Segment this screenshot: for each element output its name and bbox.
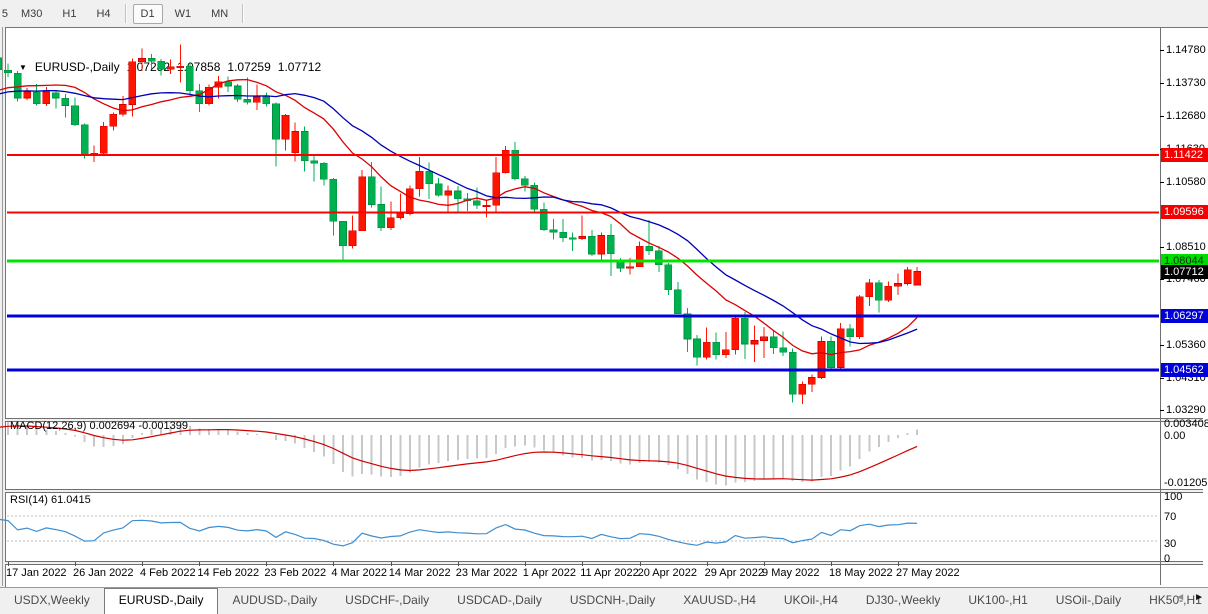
toolbar-separator: [124, 4, 127, 23]
level-price-badge: 1.11422: [1161, 148, 1208, 163]
y-tick-label: 1.12680: [1166, 109, 1206, 122]
x-date-label: 14 Feb 2022: [197, 567, 260, 579]
timeframe-button-m30[interactable]: M30: [21, 7, 43, 20]
chart-tab-ukoil-h4[interactable]: UKOil-,H4: [783, 593, 838, 607]
tab-scroll-right-icon[interactable]: ►: [1194, 592, 1204, 603]
y-tick-mark: [1160, 410, 1164, 412]
y-tick-label: 1.13730: [1166, 76, 1206, 89]
rsi-axis-30: 30: [1164, 538, 1177, 550]
x-tick-mark: [457, 562, 459, 566]
rsi-label: RSI(14) 61.0415: [10, 494, 91, 506]
x-tick-mark: [74, 562, 76, 566]
x-tick-mark: [524, 562, 526, 566]
bar-close-value: 1.07712: [277, 60, 322, 74]
timeframe-button-5[interactable]: 5: [1, 7, 8, 20]
rsi-axis-0: 0: [1164, 553, 1171, 565]
macd-axis-max: 0.003408: [1164, 418, 1208, 430]
y-tick-label: 1.08510: [1166, 240, 1206, 253]
x-tick-mark: [831, 562, 833, 566]
timeframe-button-mn[interactable]: MN: [211, 7, 229, 20]
y-tick-label: 1.03290: [1166, 404, 1206, 417]
x-tick-mark: [8, 562, 9, 566]
timeframe-button-h1[interactable]: H1: [62, 7, 77, 20]
macd-axis-zero: 0.00: [1164, 430, 1186, 442]
x-tick-mark: [333, 562, 335, 566]
y-tick-mark: [1160, 279, 1164, 281]
bar-open-value: 1.07282: [126, 60, 170, 74]
y-tick-mark: [1160, 246, 1164, 248]
y-tick-label: 1.10580: [1166, 175, 1206, 188]
chart-tab-hk50-h1[interactable]: HK50-,H1: [1149, 593, 1202, 607]
rsi-dates-divider: [5, 561, 1203, 565]
y-tick-mark: [1160, 82, 1164, 84]
x-date-label: 17 Jan 2022: [6, 567, 67, 579]
y-tick-mark: [1160, 181, 1164, 183]
price-axis-separator: [1160, 28, 1161, 585]
chart-window[interactable]: ▼ EURUSD-,Daily 1.07282 1.07858 1.07259 …: [5, 27, 1208, 588]
x-tick-mark: [266, 562, 268, 566]
tab-scroll-left-icon[interactable]: ◄: [1175, 592, 1186, 603]
chart-tab-usdcnh-daily[interactable]: USDCNH-,Daily: [569, 593, 656, 607]
bar-high-value: 1.07858: [177, 60, 221, 74]
chart-tab-usdcad-daily[interactable]: USDCAD-,Daily: [457, 593, 542, 607]
y-tick-mark: [1160, 115, 1164, 117]
current-price-badge: 1.07712: [1161, 264, 1208, 279]
x-tick-mark: [141, 562, 143, 566]
x-date-label: 23 Mar 2022: [455, 567, 518, 579]
chart-tab-usdx-weekly[interactable]: USDX,Weekly: [14, 593, 90, 607]
chart-tab-usdchf-daily[interactable]: USDCHF-,Daily: [345, 593, 430, 607]
x-date-label: 14 Mar 2022: [388, 567, 451, 579]
tab-scroll-arrows: ◄ ►: [1175, 592, 1204, 603]
x-date-label: 26 Jan 2022: [72, 567, 134, 579]
y-tick-label: 1.14780: [1166, 44, 1206, 56]
x-tick-mark: [639, 562, 641, 566]
chart-tab-usoil-daily[interactable]: USOil-,Daily: [1055, 593, 1122, 607]
y-tick-label: 1.05360: [1166, 339, 1206, 352]
x-tick-mark: [898, 562, 899, 566]
timeframe-button-h4[interactable]: H4: [96, 7, 111, 20]
x-date-label: 27 May 2022: [896, 567, 960, 579]
x-tick-mark: [199, 562, 201, 566]
chart-symbol-period: EURUSD-,Daily: [34, 60, 120, 74]
y-tick-mark: [1160, 378, 1164, 380]
x-tick-mark: [764, 562, 766, 566]
chart-tab-uk100-h1[interactable]: UK100-,H1: [968, 593, 1028, 607]
bar-low-value: 1.07259: [227, 60, 271, 74]
x-date-label: 4 Feb 2022: [139, 567, 196, 579]
chart-tab-eurusd-daily[interactable]: EURUSD-,Daily: [103, 588, 219, 614]
x-date-label: 29 Apr 2022: [704, 567, 764, 579]
chart-tab-xauusd-h4[interactable]: XAUUSD-,H4: [683, 593, 756, 607]
level-price-badge: 1.04562: [1161, 363, 1208, 378]
x-date-label: 9 May 2022: [762, 567, 820, 579]
window-menu-icon[interactable]: ▼: [19, 62, 27, 72]
macd-label: MACD(12,26,9) 0.002694 -0.001399: [10, 420, 188, 432]
y-tick-mark: [1160, 345, 1164, 347]
window-edge: [2, 27, 3, 586]
chart-title: ▼ EURUSD-,Daily 1.07282 1.07858 1.07259 …: [19, 60, 321, 74]
timeframe-button-d1[interactable]: D1: [132, 3, 163, 24]
x-date-label: 1 Apr 2022: [522, 567, 576, 579]
level-price-badge: 1.06297: [1161, 308, 1208, 323]
x-date-label: 20 Apr 2022: [637, 567, 697, 579]
timeframe-button-w1[interactable]: W1: [174, 7, 192, 20]
macd-rsi-divider[interactable]: [5, 489, 1203, 493]
x-date-label: 23 Feb 2022: [264, 567, 327, 579]
x-tick-mark: [582, 562, 584, 566]
chart-tab-dj30-weekly[interactable]: DJ30-,Weekly: [865, 593, 941, 607]
timeframe-toolbar: 5 M30 H1 H4 D1 W1 MN: [0, 0, 1208, 27]
x-date-label: 4 Mar 2022: [331, 567, 388, 579]
macd-axis-min: -0.01205: [1164, 477, 1208, 489]
x-date-label: 18 May 2022: [829, 567, 893, 579]
price-macd-divider[interactable]: [5, 418, 1203, 422]
chart-tab-bar: USDX,Weekly EURUSD-,Daily AUDUSD-,Daily USD…: [0, 587, 1208, 614]
x-tick-mark: [390, 562, 392, 566]
toolbar-separator: [242, 4, 245, 23]
x-date-label: 11 Apr 2022: [580, 567, 639, 579]
x-tick-mark: [706, 562, 708, 566]
rsi-axis-70: 70: [1164, 511, 1177, 523]
chart-tab-audusd-daily[interactable]: AUDUSD-,Daily: [232, 593, 318, 607]
y-tick-mark: [1160, 50, 1164, 51]
level-price-badge: 1.09596: [1161, 205, 1208, 220]
rsi-axis-100: 100: [1164, 491, 1183, 503]
